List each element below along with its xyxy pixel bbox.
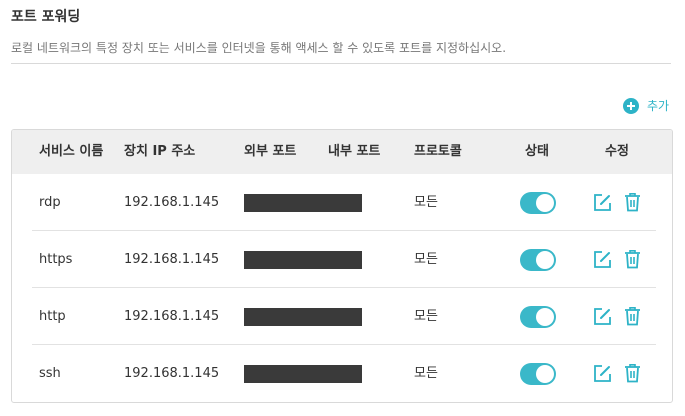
port-forwarding-table: 서비스 이름 장치 IP 주소 외부 포트 내부 포트 프로토콜 상태 수정 r… bbox=[11, 129, 673, 403]
header-edit: 수정 bbox=[605, 144, 629, 159]
redacted-ports bbox=[244, 308, 362, 326]
table-row: http 192.168.1.145 모든 bbox=[12, 288, 672, 345]
table-header: 서비스 이름 장치 IP 주소 외부 포트 내부 포트 프로토콜 상태 수정 bbox=[12, 130, 672, 174]
toggle-knob bbox=[536, 251, 554, 269]
protocol: 모든 bbox=[414, 195, 438, 210]
device-ip: 192.168.1.145 bbox=[124, 309, 220, 324]
plus-circle-icon bbox=[623, 97, 639, 114]
trash-icon[interactable] bbox=[623, 192, 642, 212]
device-ip: 192.168.1.145 bbox=[124, 252, 220, 267]
header-internal-port: 내부 포트 bbox=[328, 144, 381, 159]
device-ip: 192.168.1.145 bbox=[124, 366, 220, 381]
header-service-name: 서비스 이름 bbox=[39, 144, 104, 159]
table-row: rdp 192.168.1.145 모든 bbox=[12, 174, 672, 231]
edit-icon[interactable] bbox=[593, 250, 612, 269]
service-name: https bbox=[39, 252, 73, 267]
header-external-port: 외부 포트 bbox=[244, 144, 297, 159]
redacted-ports bbox=[244, 194, 362, 212]
protocol: 모든 bbox=[414, 309, 438, 324]
divider bbox=[11, 63, 671, 64]
service-name: http bbox=[39, 309, 66, 324]
header-protocol: 프로토콜 bbox=[414, 144, 462, 159]
redacted-ports bbox=[244, 251, 362, 269]
status-toggle[interactable] bbox=[520, 306, 556, 328]
edit-icon[interactable] bbox=[593, 193, 612, 212]
status-toggle[interactable] bbox=[520, 192, 556, 214]
trash-icon[interactable] bbox=[623, 306, 642, 326]
protocol: 모든 bbox=[414, 366, 438, 381]
row-separator bbox=[32, 230, 656, 231]
trash-icon[interactable] bbox=[623, 363, 642, 383]
edit-icon[interactable] bbox=[593, 307, 612, 326]
page-description: 로컬 네트워크의 특정 장치 또는 서비스를 인터넷을 통해 액세스 할 수 있… bbox=[11, 41, 507, 55]
header-status: 상태 bbox=[525, 144, 549, 159]
toggle-knob bbox=[536, 194, 554, 212]
service-name: rdp bbox=[39, 195, 61, 210]
protocol: 모든 bbox=[414, 252, 438, 267]
table-row: ssh 192.168.1.145 모든 bbox=[12, 345, 672, 402]
redacted-ports bbox=[244, 365, 362, 383]
row-separator bbox=[32, 287, 656, 288]
table-row: https 192.168.1.145 모든 bbox=[12, 231, 672, 288]
edit-icon[interactable] bbox=[593, 364, 612, 383]
status-toggle[interactable] bbox=[520, 363, 556, 385]
page-title: 포트 포워딩 bbox=[11, 9, 81, 25]
trash-icon[interactable] bbox=[623, 249, 642, 269]
toggle-knob bbox=[536, 365, 554, 383]
device-ip: 192.168.1.145 bbox=[124, 195, 220, 210]
row-separator bbox=[32, 344, 656, 345]
toggle-knob bbox=[536, 308, 554, 326]
add-button[interactable]: 추가 bbox=[623, 97, 669, 114]
status-toggle[interactable] bbox=[520, 249, 556, 271]
service-name: ssh bbox=[39, 366, 61, 381]
add-button-label: 추가 bbox=[647, 99, 670, 113]
header-device-ip: 장치 IP 주소 bbox=[124, 144, 196, 159]
